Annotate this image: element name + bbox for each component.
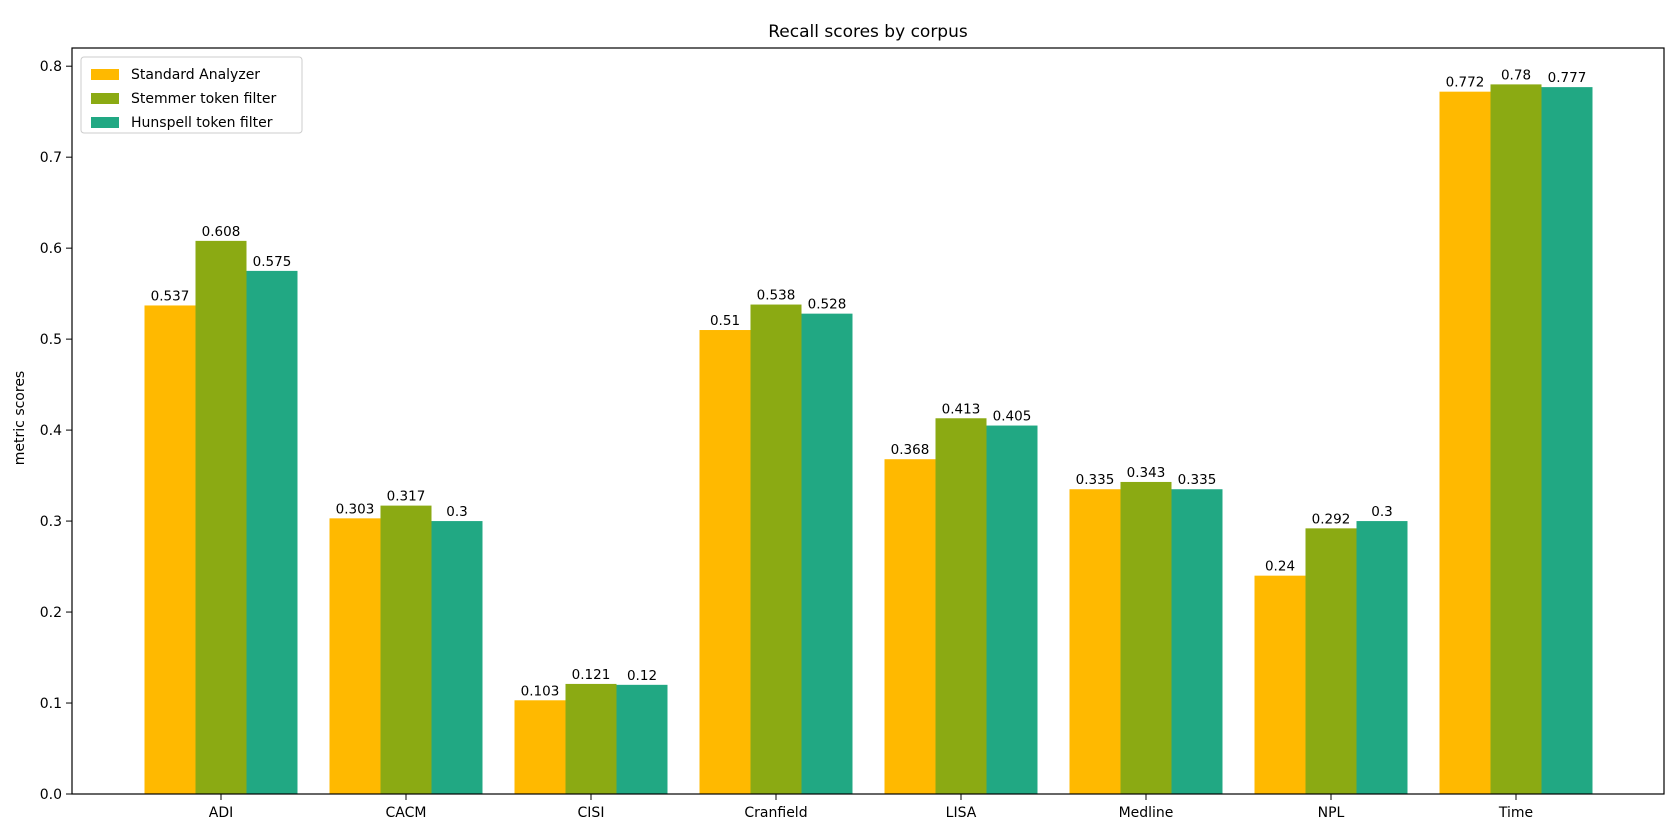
bar-value-label: 0.335 (1076, 472, 1115, 488)
bar-npl-series-2 (1305, 528, 1357, 794)
x-tick-label: Time (1498, 805, 1533, 821)
bar-medline-series-1 (1069, 489, 1121, 794)
y-tick-label: 0.3 (40, 514, 62, 530)
y-tick-label: 0.4 (40, 423, 62, 439)
bar-cranfield-series-2 (750, 304, 802, 794)
bar-time-series-3 (1541, 87, 1593, 795)
bar-value-label: 0.772 (1446, 75, 1485, 91)
bar-cranfield-series-1 (699, 330, 751, 794)
bar-time-series-2 (1490, 84, 1542, 794)
bar-value-label: 0.292 (1312, 511, 1351, 527)
legend-swatch (91, 93, 119, 104)
legend-label: Hunspell token filter (131, 115, 273, 131)
bar-value-label: 0.12 (627, 668, 657, 684)
bar-lisa-series-2 (935, 418, 987, 794)
bar-labels-layer: 0.537 0.303 0.103 0.51 0.368 0.335 0.24 0.772 0.… (151, 67, 1587, 699)
bar-value-label: 0.608 (202, 224, 241, 240)
bar-medline-series-3 (1171, 489, 1223, 794)
bar-value-label: 0.24 (1265, 559, 1295, 575)
x-tick-label: NPL (1318, 805, 1345, 821)
bar-npl-series-3 (1356, 521, 1408, 794)
bar-cisi-series-3 (616, 684, 668, 794)
bar-value-label: 0.51 (710, 313, 740, 329)
legend-swatch (91, 117, 119, 128)
y-tick-label: 0.1 (40, 696, 62, 712)
bar-cacm-series-3 (431, 521, 483, 794)
bar-value-label: 0.528 (808, 297, 847, 313)
bar-adi-series-2 (195, 240, 247, 794)
bar-cisi-series-1 (514, 700, 566, 794)
x-tick-label: LISA (946, 805, 977, 821)
plot-frame (71, 47, 1665, 795)
bar-cisi-series-2 (565, 683, 617, 794)
x-tick-label: Cranfield (744, 805, 807, 821)
bar-time-series-1 (1439, 91, 1491, 795)
bar-lisa-series-3 (986, 425, 1038, 794)
x-tick-label: Medline (1119, 805, 1174, 821)
legend-label: Stemmer token filter (131, 91, 276, 107)
bar-npl-series-1 (1254, 575, 1306, 794)
bar-value-label: 0.405 (993, 409, 1032, 425)
bar-adi-series-1 (144, 305, 196, 794)
bar-value-label: 0.538 (757, 288, 796, 304)
x-tick-label: ADI (209, 805, 234, 821)
legend: Standard Analyzer Stemmer token filter Hun… (80, 56, 303, 134)
bar-value-label: 0.335 (1178, 472, 1217, 488)
bar-value-label: 0.575 (253, 254, 292, 270)
bar-value-label: 0.303 (336, 501, 375, 517)
y-tick-label: 0.0 (40, 787, 62, 803)
bar-value-label: 0.343 (1127, 465, 1166, 481)
y-axis-label: metric scores (12, 371, 28, 465)
bar-value-label: 0.103 (521, 683, 560, 699)
y-axis: 0.0 0.1 0.2 0.3 0.4 0.5 0.6 0.7 0.8 (40, 59, 72, 803)
bar-value-label: 0.3 (1371, 504, 1392, 520)
bar-medline-series-2 (1120, 481, 1172, 794)
x-axis: ADI CACM CISI Cranfield LISA Medline NPL Time (209, 794, 1533, 821)
y-tick-label: 0.2 (40, 605, 62, 621)
bar-value-label: 0.3 (446, 504, 467, 520)
bar-value-label: 0.537 (151, 288, 190, 304)
bar-cranfield-series-3 (801, 313, 853, 794)
x-tick-label: CACM (386, 805, 427, 821)
bar-value-label: 0.121 (572, 667, 611, 683)
bar-cacm-series-2 (380, 505, 432, 794)
x-tick-label: CISI (578, 805, 605, 821)
bar-cacm-series-1 (329, 518, 381, 794)
bars-layer (144, 84, 1593, 795)
bar-lisa-series-1 (884, 459, 936, 794)
bar-value-label: 0.368 (891, 442, 930, 458)
y-tick-label: 0.5 (40, 332, 62, 348)
bar-adi-series-3 (246, 270, 298, 794)
chart-title: Recall scores by corpus (768, 22, 968, 42)
legend-frame (80, 56, 303, 134)
bar-value-label: 0.78 (1501, 67, 1531, 83)
bar-value-label: 0.317 (387, 489, 426, 505)
y-tick-label: 0.7 (40, 150, 62, 166)
y-tick-label: 0.8 (40, 59, 62, 75)
bar-value-label: 0.413 (942, 401, 981, 417)
legend-label: Standard Analyzer (131, 67, 260, 83)
y-tick-label: 0.6 (40, 241, 62, 257)
bar-value-label: 0.777 (1548, 70, 1587, 86)
legend-swatch (91, 69, 119, 80)
